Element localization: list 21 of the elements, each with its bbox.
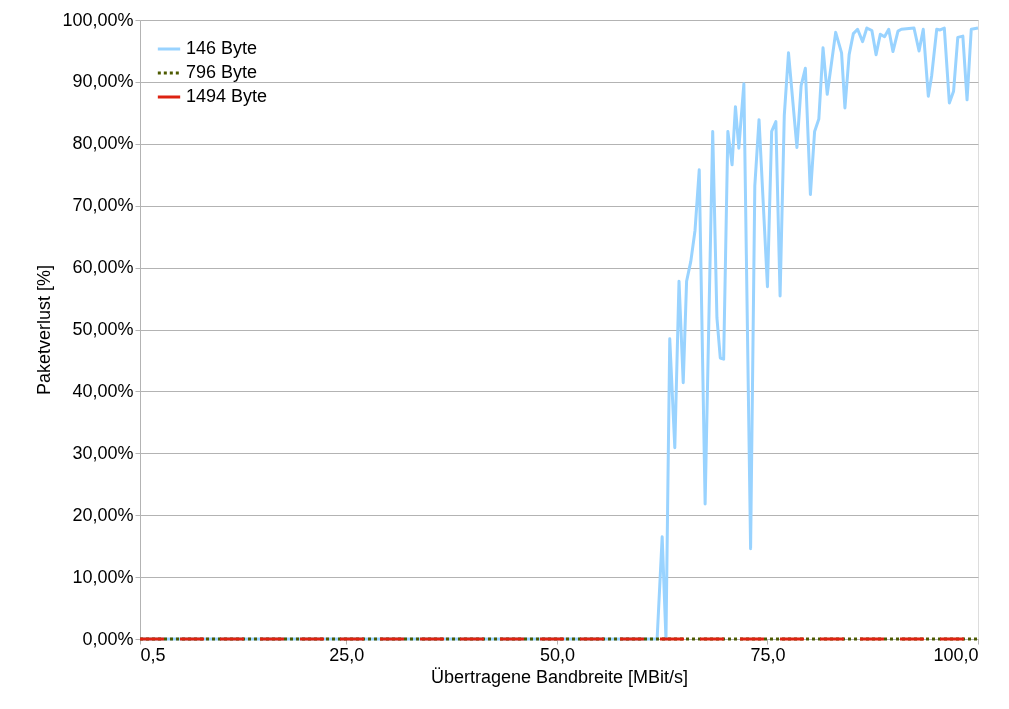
y-tick-label: 80,00% bbox=[72, 133, 134, 154]
y-tick-label: 50,00% bbox=[72, 319, 134, 339]
y-tick-label: 10,00% bbox=[72, 566, 134, 587]
y-tick-label: 0,00% bbox=[82, 628, 134, 649]
x-axis-title: Übertragene Bandbreite [MBit/s] bbox=[430, 666, 689, 687]
x-tick-label: 50,0 bbox=[539, 644, 575, 665]
y-axis-title: Paketverlust [%] bbox=[34, 264, 55, 396]
x-tick-label: 0,5 bbox=[140, 644, 166, 665]
x-tick-label: 25,0 bbox=[329, 644, 365, 665]
y-tick-label: 90,00% bbox=[72, 71, 134, 92]
legend-label: 146 Byte bbox=[186, 38, 258, 58]
y-tick-label: 70,00% bbox=[72, 195, 134, 216]
y-tick-label: 100,00% bbox=[62, 9, 134, 30]
x-tick-label: 75,0 bbox=[750, 644, 786, 665]
legend-label: 1494 Byte bbox=[186, 86, 268, 106]
y-tick-label: 30,00% bbox=[72, 442, 134, 463]
y-tick-label: 40,00% bbox=[72, 380, 134, 401]
y-tick-label: 60,00% bbox=[72, 257, 134, 278]
x-tick-label: 100,0 bbox=[933, 644, 979, 665]
legend-label: 796 Byte bbox=[186, 62, 258, 82]
y-tick-label: 20,00% bbox=[72, 504, 134, 525]
